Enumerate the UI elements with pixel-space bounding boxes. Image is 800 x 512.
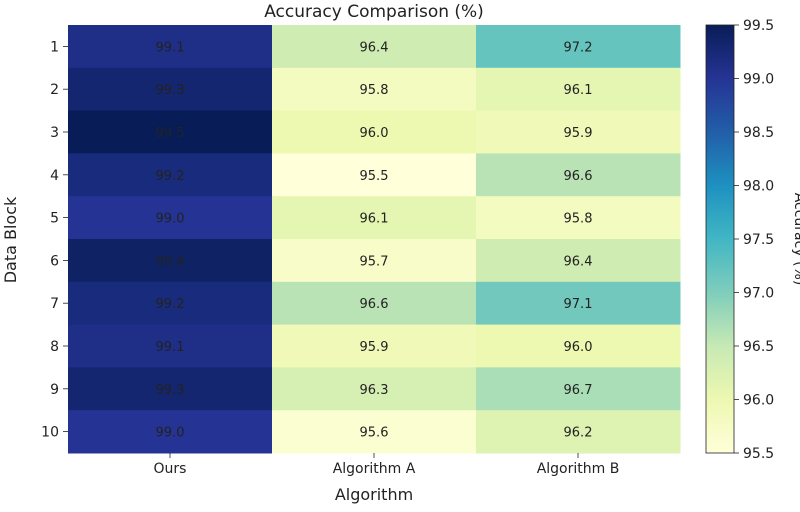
- heatmap-cell: [272, 110, 477, 154]
- cell-value-label: 99.3: [156, 83, 185, 98]
- colorbar-tick-label: 96.0: [743, 393, 774, 409]
- cell-value-label: 99.4: [156, 254, 185, 269]
- cell-value-label: 95.9: [360, 340, 389, 355]
- cell-value-label: 99.3: [156, 383, 185, 398]
- cell-value-label: 99.1: [156, 340, 185, 355]
- heatmap-cell: [68, 67, 273, 112]
- cell-value-label: 99.2: [156, 297, 185, 312]
- heatmap-cell-labels: 99.1 96.4 97.2 99.3 95.8 96.1 99.5 96.0 95.9 99.2…: [156, 40, 593, 440]
- heatmap-cell: [68, 153, 273, 197]
- colorbar-tick-label: 95.5: [743, 446, 774, 462]
- x-tick-label: Ours: [154, 461, 187, 477]
- heatmap-cell: [68, 410, 273, 454]
- heatmap-cell: [476, 25, 681, 69]
- colorbar-tick-label: 99.5: [743, 18, 774, 34]
- y-axis-ticks: 1 2 3 4 5 6 7 8 9 10: [41, 39, 68, 441]
- y-tick-label: 3: [50, 125, 59, 141]
- x-axis-ticks: Ours Algorithm A Algorithm B: [154, 453, 620, 477]
- cell-value-label: 96.7: [564, 383, 593, 398]
- heatmap-cell: [68, 367, 273, 411]
- colorbar: [705, 24, 735, 454]
- x-tick-label: Algorithm B: [537, 461, 620, 477]
- heatmap-cell: [272, 153, 477, 197]
- chart-title: Accuracy Comparison (%): [264, 2, 484, 22]
- y-tick-label: 5: [50, 211, 59, 227]
- colorbar-tick-label: 96.5: [743, 339, 774, 355]
- colorbar-tick-label: 97.5: [743, 232, 774, 248]
- cell-value-label: 96.2: [564, 426, 593, 441]
- cell-value-label: 96.4: [360, 40, 389, 55]
- cell-value-label: 97.1: [564, 297, 593, 312]
- y-tick-label: 10: [41, 425, 59, 441]
- colorbar-tick-label: 97.0: [743, 286, 774, 302]
- heatmap-cell: [476, 67, 681, 112]
- cell-value-label: 97.2: [564, 40, 593, 55]
- heatmap-cell: [476, 196, 681, 240]
- heatmap-cell: [476, 281, 681, 326]
- colorbar-ticks: 95.5 96.0 96.5 97.0 97.5 98.0 98.5 99.0 99.5: [734, 18, 774, 462]
- y-axis-label: Data Block: [1, 196, 20, 283]
- cell-value-label: 95.6: [360, 426, 389, 441]
- colorbar-label: Accuracy (%): [791, 193, 800, 286]
- cell-value-label: 95.9: [564, 126, 593, 141]
- cell-value-label: 96.1: [564, 83, 593, 98]
- cell-value-label: 95.7: [360, 254, 389, 269]
- y-tick-label: 8: [50, 339, 59, 355]
- cell-value-label: 99.1: [156, 40, 185, 55]
- heatmap-cell: [68, 110, 273, 154]
- colorbar-tick-label: 98.0: [743, 179, 774, 195]
- y-tick-label: 2: [50, 82, 59, 98]
- heatmap-cell: [476, 153, 681, 197]
- heatmap-cell: [68, 196, 273, 240]
- colorbar-tick-label: 98.5: [743, 125, 774, 141]
- heatmap-cells: [68, 25, 681, 454]
- cell-value-label: 96.0: [360, 126, 389, 141]
- cell-value-label: 96.0: [564, 340, 593, 355]
- heatmap-cell: [476, 410, 681, 454]
- cell-value-label: 99.2: [156, 169, 185, 184]
- cell-value-label: 99.0: [156, 212, 185, 227]
- heatmap-cell: [272, 239, 477, 283]
- cell-value-label: 96.6: [360, 297, 389, 312]
- heatmap-cell: [68, 281, 273, 326]
- heatmap-cell: [476, 367, 681, 411]
- colorbar-tick-label: 99.0: [743, 72, 774, 88]
- cell-value-label: 95.8: [564, 212, 593, 227]
- x-axis-label: Algorithm: [335, 485, 413, 504]
- cell-value-label: 96.1: [360, 212, 389, 227]
- y-tick-label: 4: [50, 168, 59, 184]
- cell-value-label: 96.3: [360, 383, 389, 398]
- cell-value-label: 95.8: [360, 83, 389, 98]
- cell-value-label: 95.5: [360, 169, 389, 184]
- heatmap-cell: [476, 110, 681, 154]
- y-tick-label: 1: [50, 39, 59, 55]
- heatmap-cell: [272, 324, 477, 368]
- x-tick-label: Algorithm A: [333, 461, 416, 477]
- heatmap-cell: [68, 324, 273, 368]
- cell-value-label: 99.0: [156, 426, 185, 441]
- y-tick-label: 9: [50, 382, 59, 398]
- heatmap-cell: [272, 410, 477, 454]
- y-tick-label: 7: [50, 296, 59, 312]
- y-tick-label: 6: [50, 253, 59, 269]
- heatmap-cell: [272, 281, 477, 326]
- cell-value-label: 96.4: [564, 254, 593, 269]
- heatmap-cell: [272, 25, 477, 69]
- heatmap-cell: [68, 25, 273, 69]
- heatmap-cell: [68, 239, 273, 283]
- cell-value-label: 96.6: [564, 169, 593, 184]
- heatmap-cell: [476, 324, 681, 368]
- heatmap-cell: [272, 196, 477, 240]
- cell-value-label: 99.5: [156, 126, 185, 141]
- heatmap-cell: [272, 67, 477, 112]
- heatmap-cell: [476, 239, 681, 283]
- heatmap-cell: [272, 367, 477, 411]
